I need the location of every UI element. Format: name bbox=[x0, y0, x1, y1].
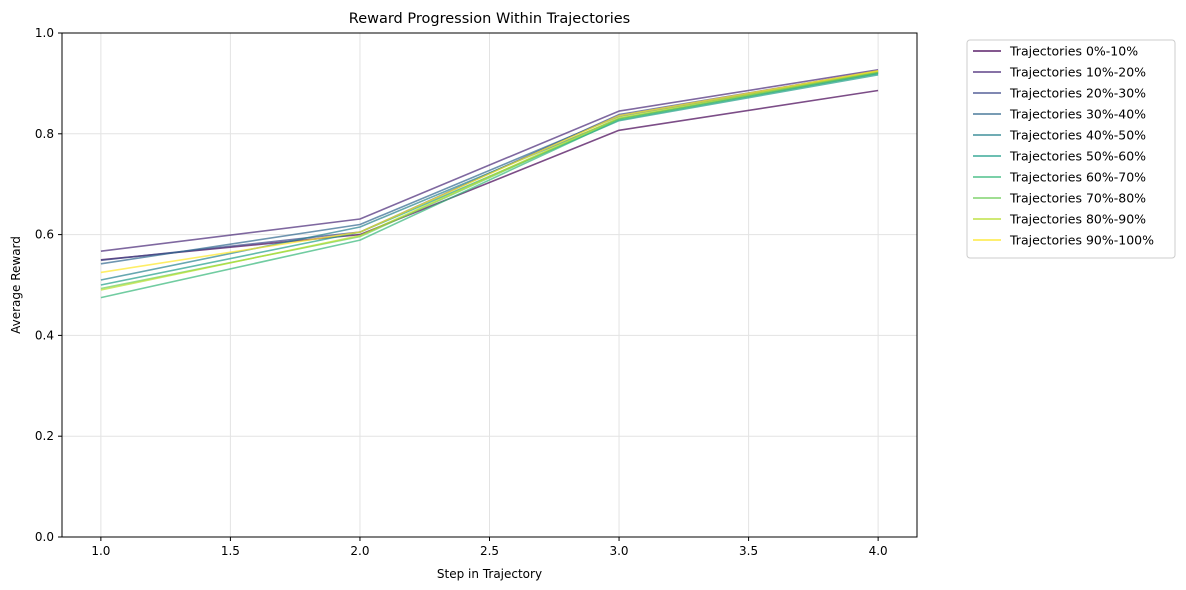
legend-item: Trajectories 80%-90% bbox=[973, 212, 1146, 227]
legend-label: Trajectories 30%-40% bbox=[1009, 107, 1146, 122]
y-tick-label: 0.6 bbox=[35, 228, 54, 242]
x-tick-label: 4.0 bbox=[869, 544, 888, 558]
legend-label: Trajectories 10%-20% bbox=[1009, 65, 1146, 80]
legend-item: Trajectories 0%-10% bbox=[973, 44, 1138, 59]
y-axis-ticks: 0.0 0.2 0.4 0.6 0.8 1.0 bbox=[35, 26, 62, 544]
legend-label: Trajectories 40%-50% bbox=[1009, 128, 1146, 143]
legend-items: Trajectories 0%-10% Trajectories 10%-20% T… bbox=[973, 44, 1154, 248]
y-tick-label: 0.0 bbox=[35, 530, 54, 544]
legend-item: Trajectories 90%-100% bbox=[973, 233, 1154, 248]
legend-label: Trajectories 80%-90% bbox=[1009, 212, 1146, 227]
x-tick-label: 2.5 bbox=[480, 544, 499, 558]
legend-label: Trajectories 20%-30% bbox=[1009, 86, 1146, 101]
legend: Trajectories 0%-10% Trajectories 10%-20% T… bbox=[966, 39, 1176, 259]
legend-label: Trajectories 70%-80% bbox=[1009, 191, 1146, 206]
x-tick-label: 1.5 bbox=[221, 544, 240, 558]
y-tick-label: 0.2 bbox=[35, 429, 54, 443]
legend-item: Trajectories 50%-60% bbox=[973, 149, 1146, 164]
chart-title: Reward Progression Within Trajectories bbox=[349, 11, 630, 27]
x-tick-label: 1.0 bbox=[91, 544, 110, 558]
series-line-6 bbox=[100, 72, 879, 299]
series-line-1 bbox=[100, 69, 879, 252]
legend-item: Trajectories 70%-80% bbox=[973, 191, 1146, 206]
x-axis-title: Step in Trajectory bbox=[437, 567, 542, 581]
legend-frame bbox=[966, 39, 1176, 259]
x-tick-label: 3.0 bbox=[609, 544, 628, 558]
series-line-9 bbox=[100, 70, 879, 274]
x-tick-label: 3.5 bbox=[739, 544, 758, 558]
legend-item: Trajectories 60%-70% bbox=[973, 170, 1146, 185]
y-tick-label: 0.4 bbox=[35, 328, 54, 342]
legend-label: Trajectories 90%-100% bbox=[1009, 233, 1154, 248]
legend-label: Trajectories 50%-60% bbox=[1009, 149, 1146, 164]
legend-item: Trajectories 30%-40% bbox=[973, 107, 1146, 122]
x-axis-ticks: 1.0 1.5 2.0 2.5 3.0 3.5 4.0 bbox=[91, 537, 888, 558]
legend-label: Trajectories 60%-70% bbox=[1009, 170, 1146, 185]
series-lines bbox=[100, 69, 879, 299]
series-line-8 bbox=[100, 70, 879, 291]
legend-item: Trajectories 20%-30% bbox=[973, 86, 1146, 101]
y-tick-label: 0.8 bbox=[35, 127, 54, 141]
series-line-0 bbox=[100, 89, 879, 261]
legend-item: Trajectories 10%-20% bbox=[973, 65, 1146, 80]
legend-label: Trajectories 0%-10% bbox=[1009, 44, 1138, 59]
x-tick-label: 2.0 bbox=[350, 544, 369, 558]
y-tick-label: 1.0 bbox=[35, 26, 54, 40]
y-axis-title: Average Reward bbox=[9, 236, 23, 334]
legend-item: Trajectories 40%-50% bbox=[973, 128, 1146, 143]
